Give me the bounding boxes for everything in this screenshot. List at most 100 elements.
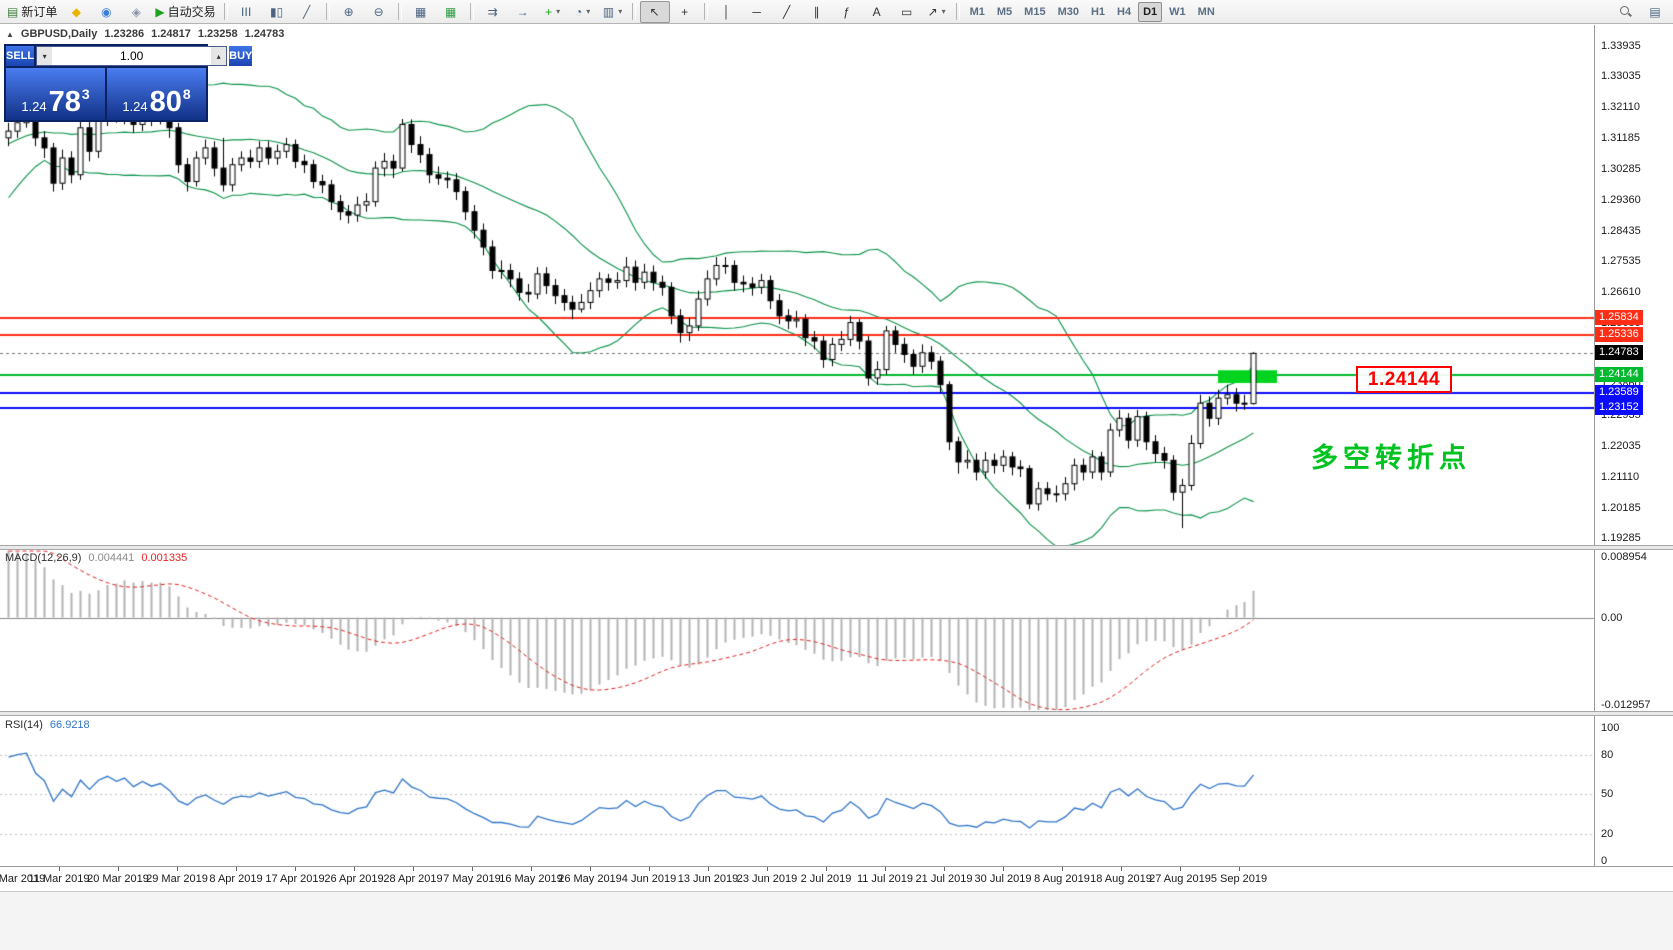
zoom-in-icon: ⊕ bbox=[343, 4, 354, 19]
template-icon: ▥ bbox=[602, 4, 615, 19]
new-order-button[interactable]: ▤ 新订单 bbox=[3, 1, 61, 23]
price-level-callout[interactable]: 1.24144 bbox=[1356, 366, 1452, 393]
price-axis-label: 1.29360 bbox=[1601, 193, 1641, 206]
timeframe-button-mn[interactable]: MN bbox=[1197, 5, 1215, 18]
timeframe-button-w1[interactable]: W1 bbox=[1169, 5, 1186, 18]
periods-button[interactable]: ◔ ▾ bbox=[568, 1, 598, 23]
panel-separator[interactable] bbox=[0, 711, 1673, 716]
time-axis-label: 18 Aug 2019 bbox=[1090, 873, 1152, 885]
alerts-button[interactable]: ◈ bbox=[121, 1, 151, 23]
clock-icon: ◔ bbox=[574, 4, 583, 19]
window-marker-icon: ▲ bbox=[6, 29, 14, 39]
timeframe-button-h4[interactable]: H4 bbox=[1117, 5, 1132, 18]
diamond-icon: ◆ bbox=[71, 4, 81, 19]
candle-chart-type-button[interactable]: ▮▯ bbox=[262, 1, 292, 23]
toolbar-separator bbox=[469, 3, 474, 20]
ohlc-open: 1.23286 bbox=[104, 28, 145, 40]
shift-icon: → bbox=[516, 4, 529, 19]
mql-market-button[interactable]: ◆ bbox=[61, 1, 91, 23]
sell-price-button[interactable]: 1.24 78 3 bbox=[6, 68, 105, 120]
text-button[interactable]: A bbox=[862, 1, 892, 23]
sell-button[interactable]: SELL bbox=[6, 46, 35, 66]
timeframe-button-d1[interactable]: D1 bbox=[1138, 1, 1163, 22]
price-axis-label: 1.31185 bbox=[1601, 132, 1640, 145]
tile-windows-button[interactable]: ▦ bbox=[406, 1, 436, 23]
time-axis-tick bbox=[59, 867, 60, 871]
arrow-icon: ↗ bbox=[927, 4, 938, 19]
zoom-out-button[interactable]: ⊖ bbox=[364, 1, 394, 23]
line-chart-type-button[interactable]: ╱ bbox=[292, 1, 322, 23]
autotrading-button[interactable]: ▶ 自动交易 bbox=[151, 1, 219, 23]
price-axis-label: 1.19285 bbox=[1601, 532, 1641, 544]
time-axis[interactable]: Mar 2019 11 Mar 2019 20 Mar 2019 29 Mar 201… bbox=[0, 866, 1673, 891]
timeframe-button-m15[interactable]: M15 bbox=[1024, 5, 1046, 18]
timeframe-button-m1[interactable]: M1 bbox=[969, 5, 985, 18]
time-axis-label: 30 Jul 2019 bbox=[974, 873, 1032, 885]
time-axis-label: 16 May 2019 bbox=[499, 873, 563, 885]
volume-stepper: ▾ ▴ bbox=[36, 46, 228, 66]
history-center-button[interactable]: ◉ bbox=[91, 1, 121, 23]
bar-chart-type-button[interactable]: ||| bbox=[232, 1, 262, 23]
quick-search-button[interactable] bbox=[1610, 1, 1640, 23]
main-chart-canvas[interactable] bbox=[0, 25, 1594, 546]
zoom-in-button[interactable]: ⊕ bbox=[334, 1, 364, 23]
new-order-button-label: 新订单 bbox=[21, 5, 58, 19]
templates-button[interactable]: ▥ ▾ bbox=[598, 1, 628, 23]
price-axis-label: 1.21110 bbox=[1601, 470, 1640, 483]
line-icon: ╱ bbox=[302, 4, 311, 19]
price-axis-label: 1.26610 bbox=[1601, 286, 1641, 298]
auto-scroll-button[interactable]: ⇉ bbox=[478, 1, 508, 23]
buy-button[interactable]: BUY bbox=[229, 46, 253, 66]
timeframe-button-h1[interactable]: H1 bbox=[1090, 5, 1106, 18]
price-badge: 1.24144 bbox=[1595, 366, 1643, 382]
cursor-button[interactable]: ↖ bbox=[639, 0, 670, 23]
price-axis-label: 1.27535 bbox=[1601, 254, 1641, 267]
strategy-tester-button[interactable]: ▦ bbox=[436, 1, 466, 23]
time-axis-label: 29 Mar 2019 bbox=[146, 873, 208, 885]
time-axis-label: 8 Apr 2019 bbox=[209, 873, 263, 885]
chart-shift-button[interactable]: → bbox=[508, 1, 538, 23]
volume-decrease-button[interactable]: ▾ bbox=[37, 47, 53, 65]
panel-separator[interactable] bbox=[0, 545, 1673, 550]
time-axis-tick bbox=[708, 867, 709, 871]
rsi-axis-label: 80 bbox=[1601, 748, 1614, 761]
time-axis-tick bbox=[885, 867, 886, 871]
chevron-down-icon: ▾ bbox=[556, 7, 561, 16]
volume-increase-button[interactable]: ▴ bbox=[211, 47, 227, 65]
data-window-button[interactable]: ▤ bbox=[1640, 1, 1670, 23]
time-axis-tick bbox=[1003, 867, 1004, 871]
time-axis-label: 23 Jun 2019 bbox=[736, 873, 798, 885]
fibonacci-button[interactable]: ƒ bbox=[832, 1, 862, 23]
turning-point-note[interactable]: 多空转折点 bbox=[1311, 443, 1471, 473]
zoom-out-icon: ⊖ bbox=[373, 4, 384, 19]
rsi-panel-canvas[interactable] bbox=[0, 716, 1594, 866]
price-axis-label: 1.22035 bbox=[1601, 439, 1641, 452]
label-button[interactable]: ▭ bbox=[892, 1, 922, 23]
toolbar-separator bbox=[631, 3, 636, 20]
arrows-button[interactable]: ↗ ▾ bbox=[922, 1, 952, 23]
vertical-line-button[interactable]: │ bbox=[712, 1, 742, 23]
indicators-button[interactable]: + ▾ bbox=[538, 1, 568, 23]
trendline-button[interactable]: ╱ bbox=[772, 1, 802, 23]
time-axis-tick bbox=[354, 867, 355, 871]
time-axis-tick bbox=[590, 867, 591, 871]
buy-price-button[interactable]: 1.24 80 8 bbox=[107, 68, 206, 120]
timeframe-button-m5[interactable]: M5 bbox=[996, 5, 1013, 18]
time-axis-tick bbox=[472, 867, 473, 871]
channel-button[interactable]: ∥ bbox=[802, 1, 832, 23]
rsi-axis-label: 100 bbox=[1601, 722, 1620, 734]
time-axis-label: 2 Jul 2019 bbox=[800, 873, 852, 885]
chevron-down-icon: ▾ bbox=[586, 7, 591, 16]
time-axis-tick bbox=[1121, 867, 1122, 871]
macd-panel-canvas[interactable] bbox=[0, 549, 1594, 712]
timeframe-button-m30[interactable]: M30 bbox=[1057, 5, 1079, 18]
crosshair-button[interactable]: + bbox=[670, 1, 700, 23]
rsi-title: RSI(14) bbox=[5, 719, 43, 731]
horizontal-line-button[interactable]: ─ bbox=[742, 1, 772, 23]
price-badge: 1.23152 bbox=[1595, 400, 1643, 416]
macd-signal-value: 0.001335 bbox=[141, 552, 188, 564]
price-axis-label: 1.28435 bbox=[1601, 224, 1641, 237]
time-axis-label: 26 Apr 2019 bbox=[324, 873, 384, 885]
volume-input[interactable] bbox=[52, 47, 212, 65]
